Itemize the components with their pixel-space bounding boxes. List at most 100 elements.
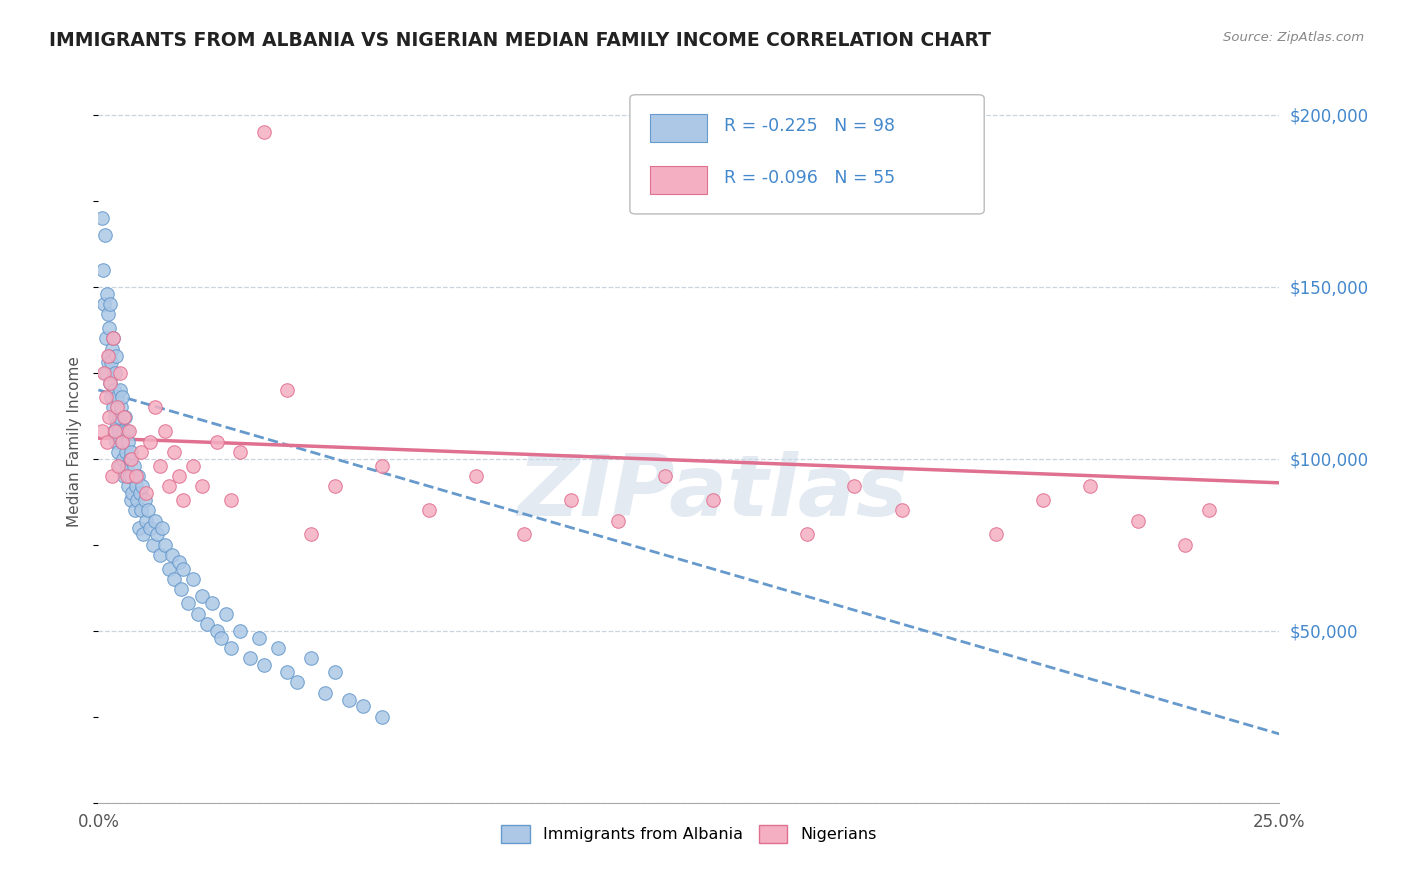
Text: R = -0.096   N = 55: R = -0.096 N = 55 xyxy=(724,169,896,186)
Point xyxy=(157,562,180,576)
Point xyxy=(111,434,134,449)
FancyBboxPatch shape xyxy=(650,114,707,142)
Point xyxy=(97,410,120,425)
Point xyxy=(104,410,127,425)
Point xyxy=(121,469,143,483)
Point xyxy=(150,520,173,534)
Text: Source: ZipAtlas.com: Source: ZipAtlas.com xyxy=(1223,31,1364,45)
Point xyxy=(94,366,117,380)
Point xyxy=(105,400,128,414)
Point xyxy=(104,434,127,449)
Point xyxy=(195,616,218,631)
Point xyxy=(191,590,214,604)
Point xyxy=(1032,493,1054,508)
Point xyxy=(167,469,190,483)
Point xyxy=(157,479,180,493)
Text: R = -0.225   N = 98: R = -0.225 N = 98 xyxy=(724,117,896,135)
FancyBboxPatch shape xyxy=(650,166,707,194)
Point xyxy=(149,458,172,473)
Point xyxy=(100,390,122,404)
Point xyxy=(134,493,156,508)
Point xyxy=(124,503,146,517)
Point xyxy=(112,424,135,438)
Point xyxy=(98,321,121,335)
Point xyxy=(108,383,131,397)
Point xyxy=(107,458,129,473)
Point xyxy=(110,400,132,414)
Point xyxy=(276,665,298,679)
Point xyxy=(107,410,129,425)
Point xyxy=(187,607,209,621)
Point xyxy=(91,424,114,438)
Point xyxy=(127,469,149,483)
Text: IMMIGRANTS FROM ALBANIA VS NIGERIAN MEDIAN FAMILY INCOME CORRELATION CHART: IMMIGRANTS FROM ALBANIA VS NIGERIAN MEDI… xyxy=(49,31,991,50)
Point xyxy=(560,493,582,508)
Point xyxy=(98,376,121,390)
Point xyxy=(142,538,165,552)
Point xyxy=(115,424,138,438)
Point xyxy=(323,479,346,493)
Point xyxy=(97,349,120,363)
Point xyxy=(98,297,121,311)
Point xyxy=(512,527,534,541)
Point xyxy=(219,640,242,655)
Point xyxy=(121,486,143,500)
Point xyxy=(107,445,129,459)
Point xyxy=(209,631,232,645)
Point xyxy=(100,342,122,356)
Point xyxy=(94,228,117,243)
Point xyxy=(118,469,141,483)
Point xyxy=(101,331,124,345)
Point xyxy=(253,125,276,139)
Point xyxy=(105,390,128,404)
Point xyxy=(100,355,122,369)
Point xyxy=(111,390,134,404)
Point xyxy=(139,520,162,534)
Point xyxy=(131,479,153,493)
Point xyxy=(418,503,440,517)
Point xyxy=(1080,479,1102,493)
Point xyxy=(128,520,150,534)
Point xyxy=(105,349,128,363)
Point xyxy=(205,434,228,449)
Point xyxy=(132,527,155,541)
Point xyxy=(890,503,912,517)
Point xyxy=(607,514,630,528)
Y-axis label: Median Family Income: Median Family Income xyxy=(67,356,83,527)
Point xyxy=(98,376,121,390)
Point xyxy=(114,410,136,425)
Point xyxy=(94,331,117,345)
Point xyxy=(170,582,193,597)
Point xyxy=(276,383,298,397)
Point xyxy=(129,445,152,459)
Point xyxy=(299,527,322,541)
Point xyxy=(702,493,724,508)
Point xyxy=(103,424,125,438)
Point xyxy=(121,451,143,466)
Point xyxy=(115,458,138,473)
Point xyxy=(129,486,152,500)
Point xyxy=(120,493,142,508)
Point xyxy=(104,424,127,438)
Point xyxy=(135,486,157,500)
Point xyxy=(127,493,149,508)
Point xyxy=(314,686,336,700)
Point xyxy=(101,400,124,414)
Point xyxy=(247,631,270,645)
Point xyxy=(285,675,308,690)
Point xyxy=(143,400,166,414)
Point xyxy=(100,469,122,483)
Point xyxy=(91,211,114,225)
Point xyxy=(229,445,252,459)
Point xyxy=(117,479,139,493)
Point xyxy=(97,349,120,363)
Point xyxy=(371,710,394,724)
Point xyxy=(1174,538,1197,552)
Point xyxy=(371,458,394,473)
Point xyxy=(93,297,115,311)
Point xyxy=(129,503,152,517)
Point xyxy=(239,651,262,665)
Point xyxy=(253,658,276,673)
Point xyxy=(160,548,183,562)
Point xyxy=(844,479,866,493)
